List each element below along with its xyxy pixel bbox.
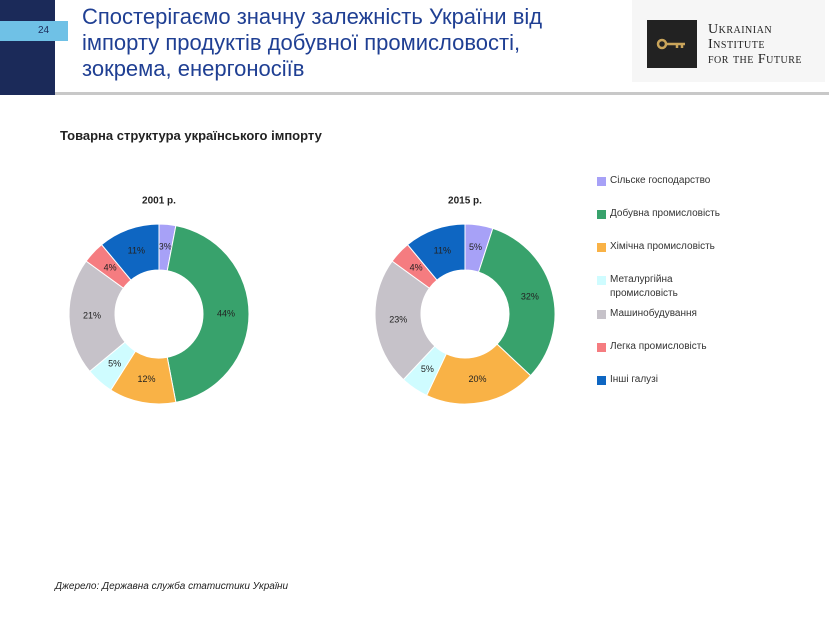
- title-line: зокрема, енергоносіїв: [82, 56, 305, 81]
- data-label: 11%: [128, 245, 145, 255]
- legend-label: Металургійна промисловість: [610, 274, 678, 299]
- data-label: 21%: [83, 310, 101, 320]
- title: Спостерігаємо значну залежність України …: [82, 4, 542, 82]
- divider: [55, 92, 829, 95]
- data-label: 20%: [469, 374, 487, 384]
- donut-slice: [374, 260, 436, 381]
- legend-swatch: [597, 343, 606, 352]
- legend-label: Добувна промисловість: [610, 208, 720, 219]
- legend-label: Сільске господарство: [610, 175, 711, 186]
- legend-label: Хімічна промисловість: [610, 241, 715, 252]
- legend-label: Машинобудування: [610, 308, 697, 319]
- data-label: 11%: [434, 245, 451, 255]
- data-label: 12%: [137, 374, 155, 384]
- chart: 2001 р. 3% 44% 12% 5% 21% 4% 11% 2015 р. 5% 32% 20%…: [68, 196, 556, 405]
- chart-title: 2015 р.: [448, 196, 482, 207]
- donut-slice: [68, 260, 126, 373]
- legend-swatch: [597, 243, 606, 252]
- logo-line: Ukrainian: [708, 22, 773, 37]
- data-label: 32%: [521, 292, 539, 302]
- data-label: 5%: [469, 242, 482, 252]
- logo-text: Ukrainian Institute for the Future: [708, 22, 802, 67]
- logo-line: Institute: [708, 37, 765, 52]
- title-line: Спостерігаємо значну залежність України …: [82, 4, 543, 29]
- data-label: 23%: [389, 315, 407, 325]
- source: Джерело: Державна служба статистики Укра…: [55, 581, 289, 592]
- donut-slice: [406, 223, 466, 281]
- page-tab: [0, 21, 68, 41]
- donut-slice: [100, 223, 160, 281]
- legend-swatch: [597, 210, 606, 219]
- data-label: 5%: [108, 359, 121, 369]
- side-bar: [0, 0, 55, 95]
- legend-label: Легка промисловість: [610, 341, 707, 352]
- data-label: 5%: [421, 364, 434, 374]
- legend-swatch: [597, 310, 606, 319]
- legend-swatch: [597, 177, 606, 186]
- data-label: 3%: [159, 242, 172, 252]
- page-number: 24: [38, 25, 50, 36]
- data-label: 4%: [410, 263, 423, 273]
- legend-swatch: [597, 376, 606, 385]
- title-line: імпорту продуктів добувної промисловості…: [82, 30, 521, 55]
- logo-line: for the Future: [708, 52, 803, 67]
- data-label: 44%: [217, 308, 235, 318]
- legend-swatch: [597, 276, 606, 285]
- legend-label: Інші галузі: [610, 374, 658, 385]
- legend: Сільске господарство Добувна промисловіст…: [597, 174, 827, 404]
- donut-slice: [166, 225, 250, 403]
- section-title: Товарна структура українського імпорту: [60, 128, 322, 143]
- donut-slice: [477, 227, 556, 377]
- data-label: 4%: [104, 263, 117, 273]
- logo-icon: [647, 20, 697, 68]
- chart-title: 2001 р.: [142, 196, 176, 207]
